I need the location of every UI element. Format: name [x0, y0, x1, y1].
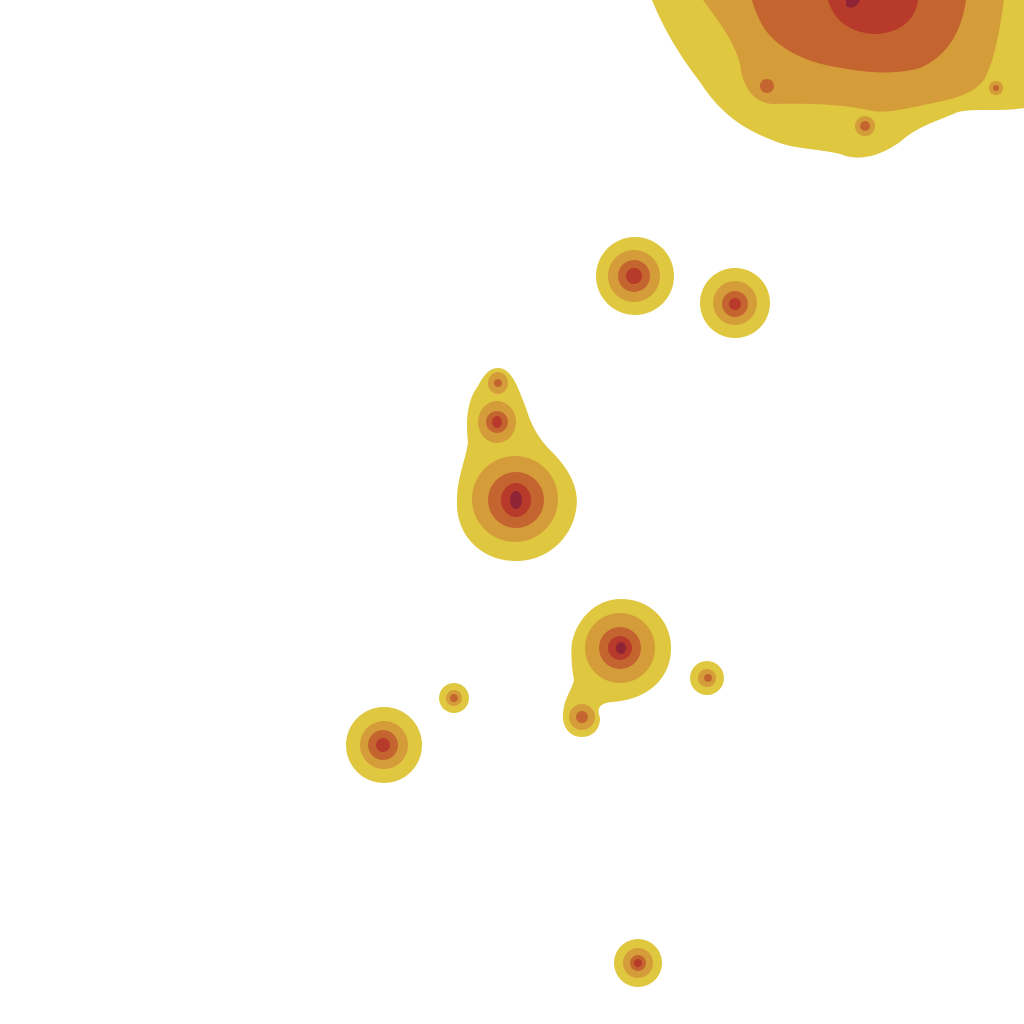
- cluster-satellite-2: [847, 110, 883, 142]
- hotspot-d-large: [585, 613, 655, 683]
- hotspot-d-tail: [569, 704, 595, 730]
- hotspot-g: [346, 707, 422, 783]
- hotspot-c-large: [472, 456, 558, 542]
- cluster-band-4: [828, 0, 918, 34]
- cluster-satellite-3: [989, 81, 1003, 95]
- cluster-band-3: [752, 0, 966, 73]
- hotspot-top-right-cluster: [652, 0, 1024, 158]
- hotspot-h: [614, 939, 662, 987]
- hotspot-b: [700, 268, 770, 338]
- hotspot-e: [690, 661, 724, 695]
- hotspot-f: [439, 683, 469, 713]
- hotspot-a: [596, 237, 674, 315]
- hotspot-c-group: [456, 368, 577, 562]
- hotspot-c-small: [488, 372, 508, 394]
- cluster-satellite-1: [755, 74, 779, 98]
- cluster-band-5: [846, 0, 860, 8]
- hotspot-d-group: [562, 599, 672, 737]
- hotspot-c-mid: [478, 401, 516, 443]
